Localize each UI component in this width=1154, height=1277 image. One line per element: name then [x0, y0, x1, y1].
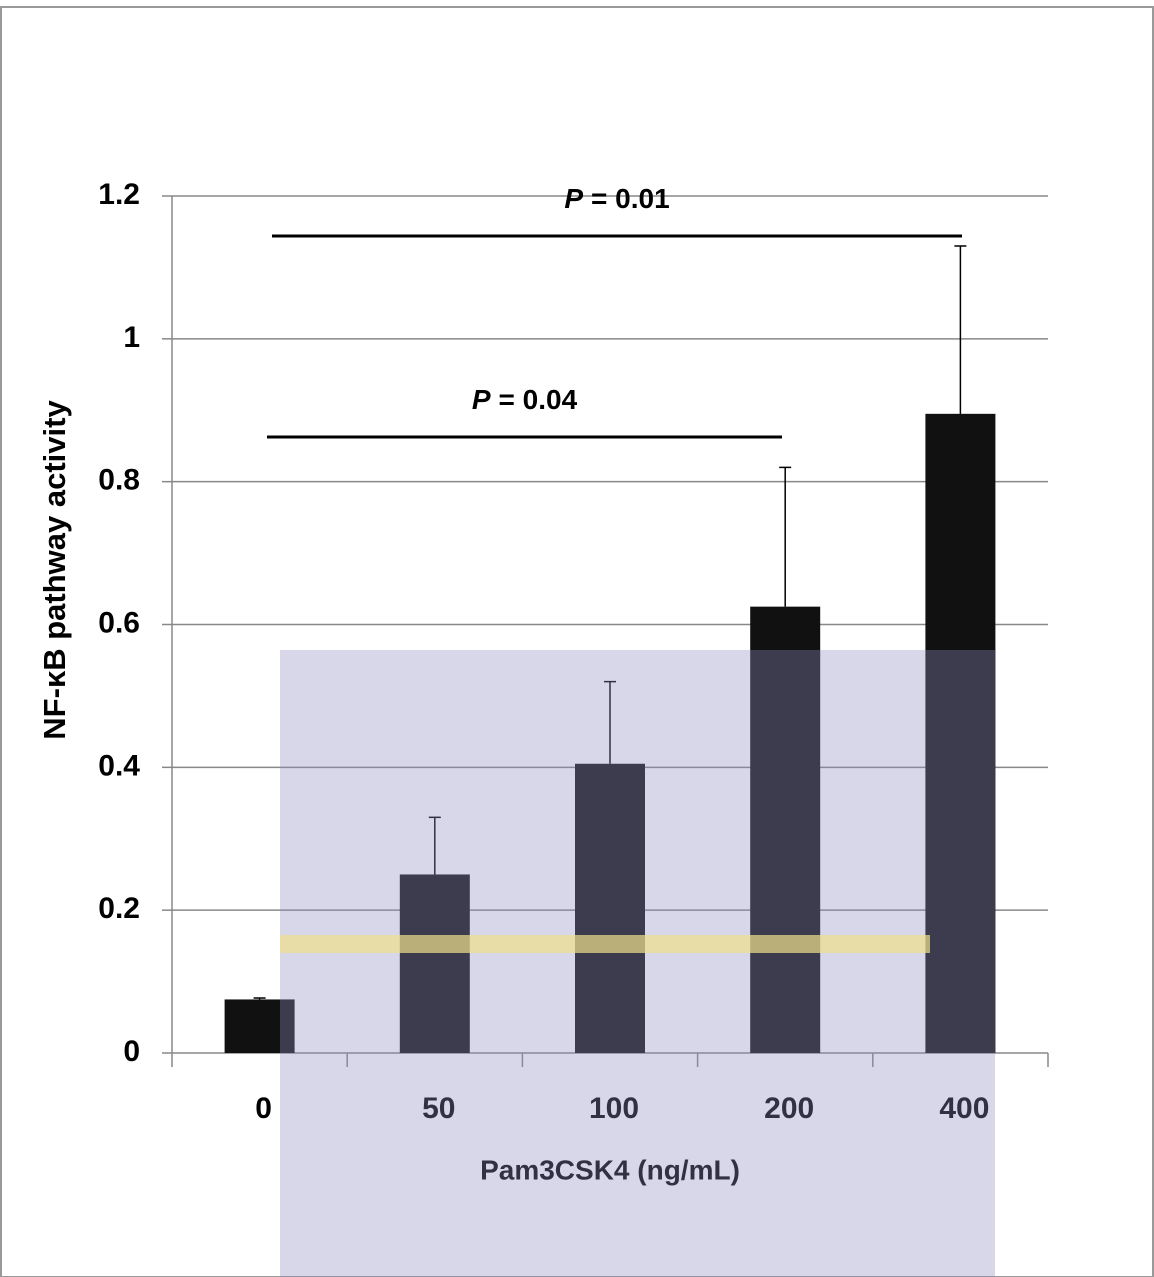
- p-value: = 0.04: [499, 384, 578, 415]
- y-tick-label: 0: [123, 1035, 140, 1068]
- error-bar: [254, 998, 266, 999]
- p-symbol: P: [472, 384, 491, 415]
- significance-label: P = 0.04: [472, 384, 578, 415]
- y-tick-label: 0.8: [98, 464, 140, 497]
- y-tick-label: 1: [123, 321, 140, 354]
- y-tick-label: 0.4: [98, 749, 140, 782]
- x-tick-label: 0: [255, 1092, 272, 1125]
- significance-label: P = 0.01: [564, 183, 669, 214]
- y-tick-label: 0.6: [98, 606, 140, 639]
- y-axis-label: NF-κB pathway activity: [37, 400, 72, 740]
- chart: NF-κB pathway activity Pam3CSK4 (ng/mL) …: [0, 0, 1154, 1277]
- y-tick-label: 0.2: [98, 892, 140, 925]
- p-symbol: P: [564, 183, 583, 214]
- error-bar: [779, 467, 791, 606]
- y-tick-label: 1.2: [98, 178, 140, 211]
- watermark-band: [280, 935, 930, 953]
- p-value: = 0.01: [591, 183, 670, 214]
- error-bar: [954, 246, 966, 414]
- watermark: [280, 650, 995, 1277]
